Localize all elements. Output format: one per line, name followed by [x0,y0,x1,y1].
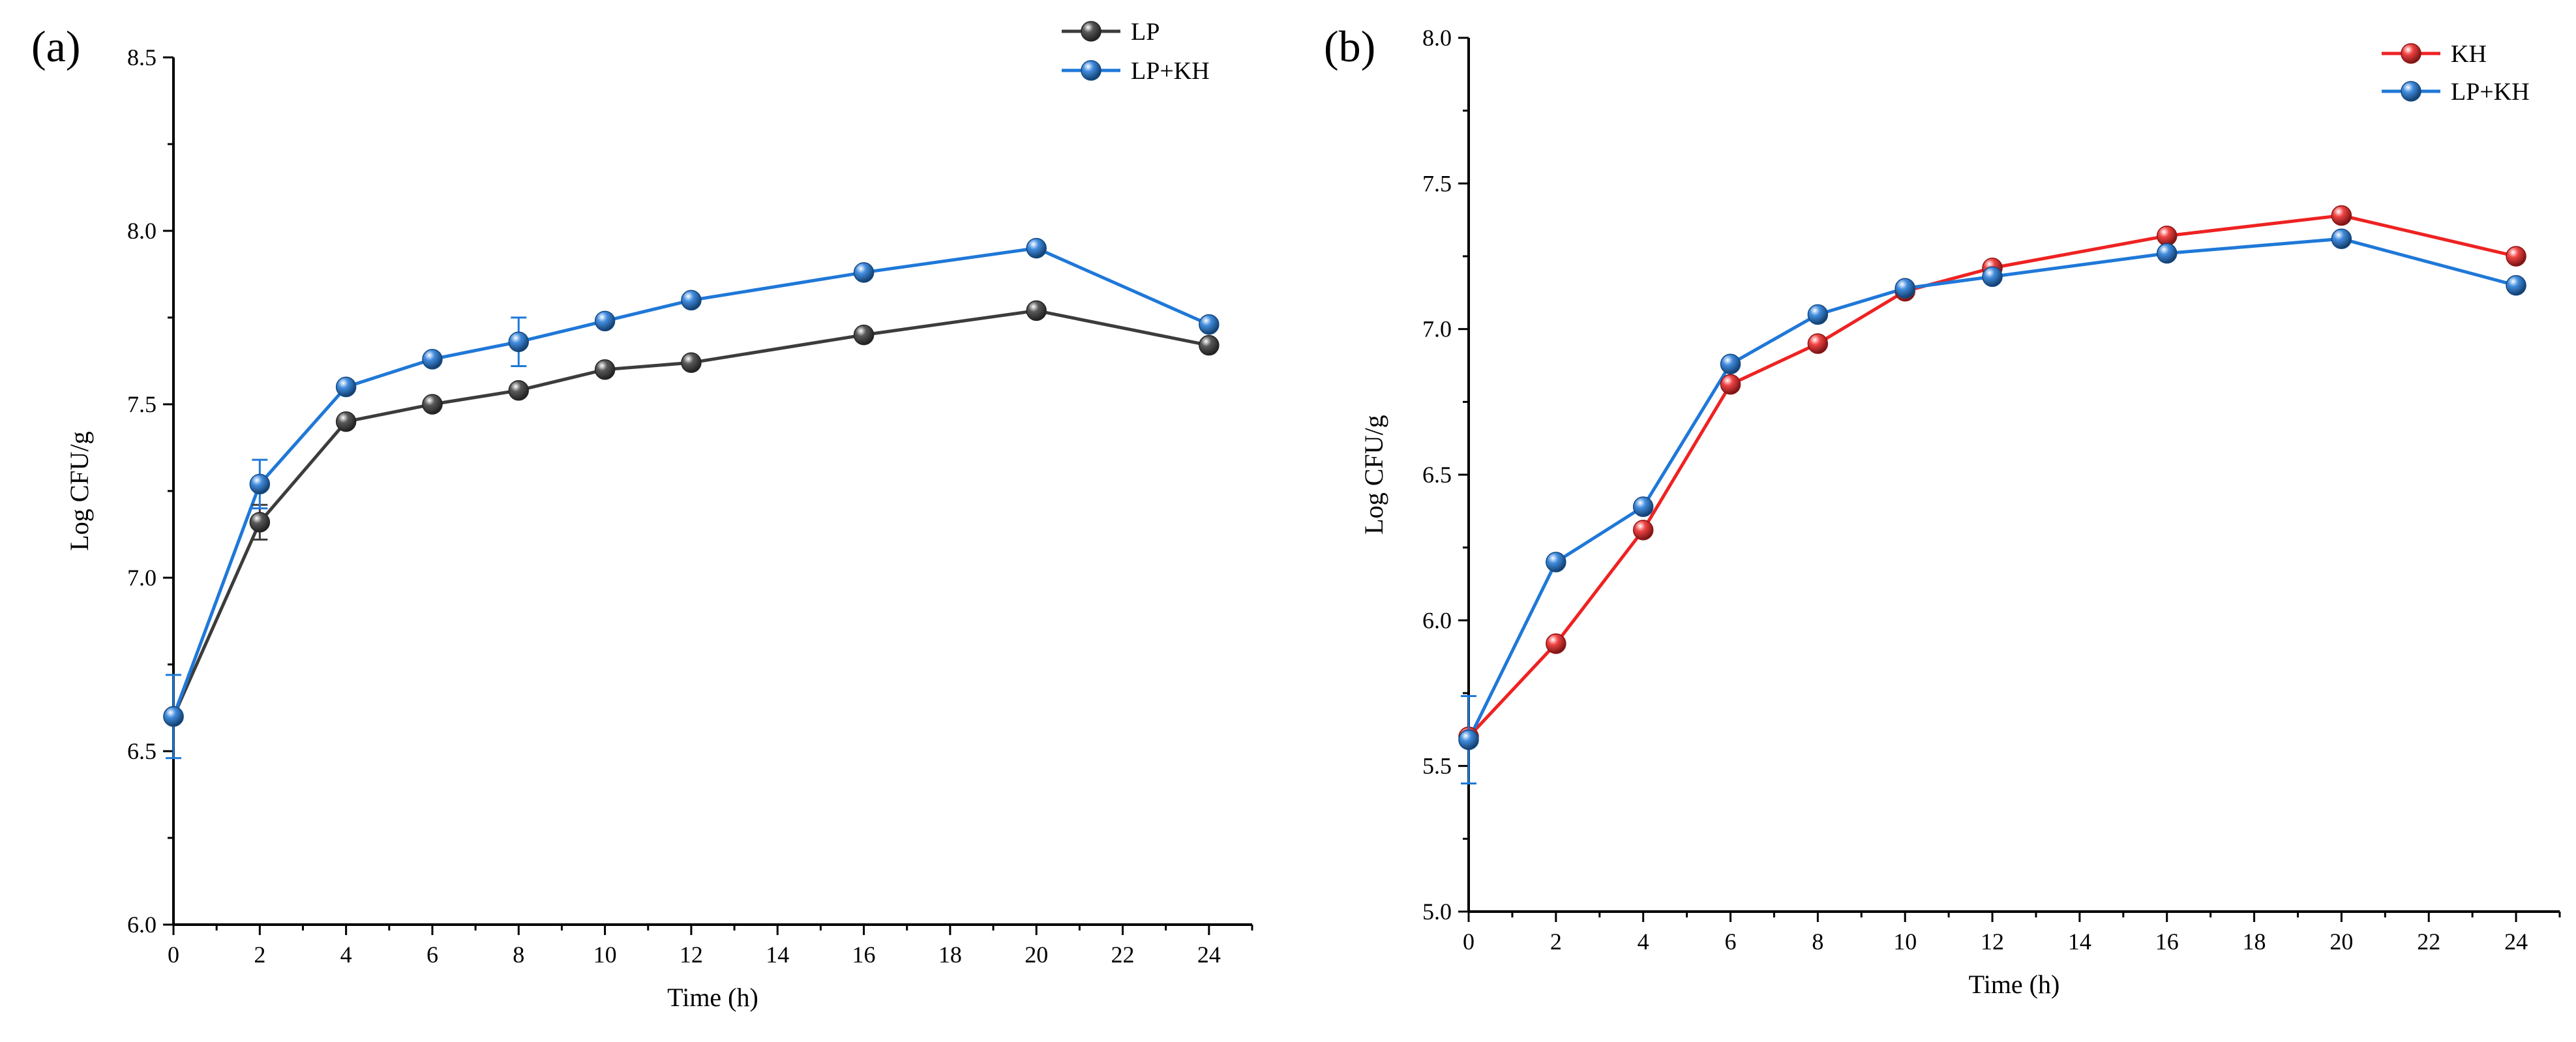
x-tick-label: 24 [1197,942,1221,968]
data-point-lp-kh [2331,228,2352,249]
data-point-lp-kh [2506,275,2526,296]
data-point-kh [2156,225,2178,246]
data-point-kh [1720,374,1741,395]
y-axis-title: Log CFU/g [65,431,94,550]
x-tick-label: 22 [2417,929,2440,955]
data-point-lp-kh [335,376,357,398]
data-point-kh [1546,633,1566,654]
x-tick-label: 16 [2155,929,2179,955]
data-point-lp [1026,300,1047,321]
y-tick-label: 6.5 [1422,462,1452,488]
data-point-lp-kh [1026,237,1047,259]
data-point-lp-kh [1458,729,1479,751]
x-axis-title: Time (h) [1969,970,2060,999]
data-point-lp-kh [508,331,530,352]
data-point-lp-kh [853,262,875,283]
y-tick-label: 5.0 [1422,899,1452,925]
x-tick-label: 2 [254,942,265,968]
data-point-lp-kh [594,310,616,332]
x-tick-label: 14 [2068,929,2091,955]
x-tick-label: 22 [1111,942,1135,968]
x-tick-label: 2 [1550,929,1562,955]
x-tick-label: 20 [2329,929,2353,955]
x-tick-label: 20 [1025,942,1048,968]
x-tick-label: 8 [1812,929,1823,955]
data-point-kh [1807,333,1829,354]
data-point-lp [335,411,357,432]
x-tick-label: 4 [340,942,352,968]
x-tick-label: 8 [513,942,524,968]
y-tick-label: 6.0 [1422,607,1452,633]
legend-marker [2401,81,2421,102]
y-tick-label: 6.5 [127,738,157,764]
y-axis-title: Log CFU/g [1359,415,1388,534]
y-tick-label: 8.0 [127,218,157,244]
data-point-lp-kh [1807,304,1829,325]
x-tick-label: 4 [1638,929,1649,955]
x-tick-label: 24 [2504,929,2528,955]
legend-label: LP [1131,18,1160,46]
x-tick-label: 10 [593,942,617,968]
y-tick-label: 7.0 [1422,316,1452,342]
data-point-lp [681,352,702,373]
panel-label: (a) [31,22,80,71]
data-point-lp [508,380,530,401]
x-tick-label: 6 [427,942,438,968]
data-point-lp-kh [1632,496,1654,517]
x-tick-label: 12 [1981,929,2004,955]
y-tick-label: 8.5 [127,44,157,70]
data-point-kh [2506,246,2526,267]
chart-panel-a: (a)6.06.57.07.58.08.50 2 4 6 8 10 12 14 16 18 20 22… [31,18,1253,1012]
data-point-kh [2331,205,2352,226]
y-tick-label: 7.0 [127,565,157,591]
legend-marker [1081,21,1101,42]
data-point-lp-kh [1982,266,2003,288]
y-tick-label: 7.5 [127,391,157,417]
x-tick-label: 16 [852,942,876,968]
data-point-lp-kh [249,473,271,495]
x-tick-label: 14 [766,942,789,968]
data-point-lp-kh [681,290,702,311]
x-tick-label: 18 [2243,929,2266,955]
x-tick-label: 10 [1893,929,1917,955]
x-tick-label: 18 [938,942,962,968]
chart-panel-b: (b)5.05.56.06.57.07.58.00 2 4 6 8 10 12 14 16 18 2… [1324,22,2561,999]
legend-label: KH [2451,40,2487,68]
series-line-lp-kh [1467,237,2517,741]
x-axis-title: Time (h) [667,983,758,1012]
x-tick-label: 0 [168,942,179,968]
panel-label: (b) [1324,22,1375,71]
data-point-lp-kh [1199,314,1220,335]
data-point-lp-kh [1546,552,1566,573]
y-tick-label: 6.0 [127,912,157,938]
legend-marker [1081,60,1101,81]
legend-marker [2401,43,2421,64]
data-point-kh [1632,520,1654,541]
series-line-lp-kh [172,246,1210,717]
legend-label: LP+KH [1131,57,1210,85]
data-point-lp-kh [1720,353,1741,375]
series-line-lp [172,308,1210,717]
data-point-lp [422,394,443,415]
x-tick-label: 12 [680,942,703,968]
data-point-lp [249,512,271,533]
x-tick-label: 0 [1463,929,1475,955]
legend-label: LP+KH [2451,78,2530,106]
data-point-lp-kh [2156,243,2178,264]
y-tick-label: 8.0 [1422,25,1452,51]
data-point-lp [853,324,875,346]
x-tick-label: 6 [1725,929,1737,955]
data-point-lp [594,359,616,380]
data-point-lp-kh [163,706,184,727]
series-line-kh [1467,213,2517,738]
data-point-lp-kh [1895,278,1915,299]
y-tick-label: 5.5 [1422,753,1452,779]
data-point-lp [1199,335,1220,356]
data-point-lp-kh [422,349,443,370]
y-tick-label: 7.5 [1422,170,1452,196]
